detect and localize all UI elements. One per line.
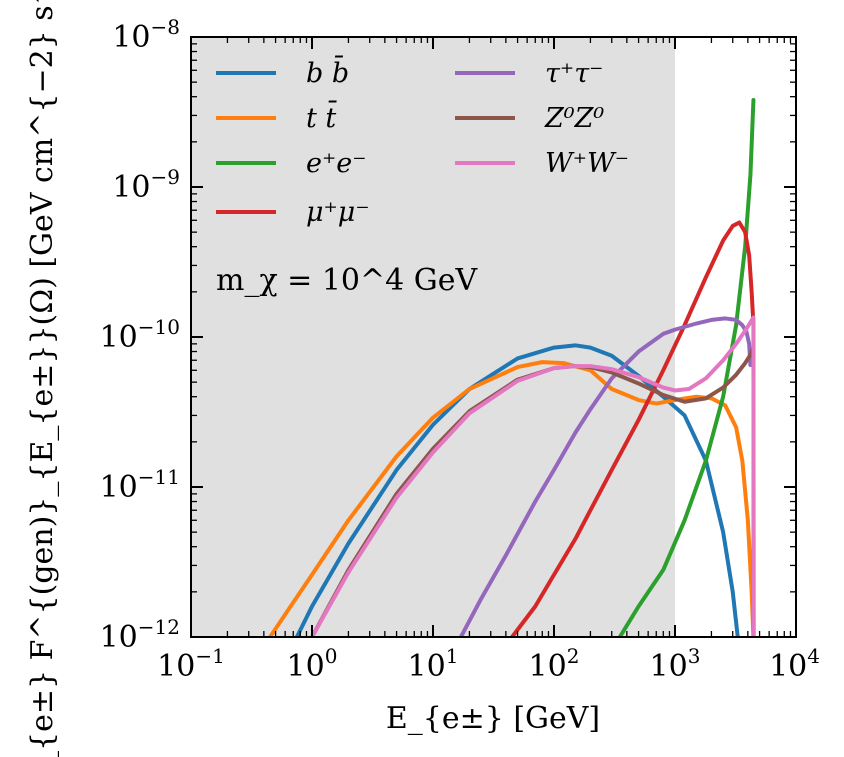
legend-label-tautau: τ⁺τ⁻ bbox=[545, 58, 603, 89]
x-tick-label: 101 bbox=[408, 644, 459, 684]
tick-layer: 10−1 100 101 102 103 104 10−12 10−11 10−10 10−9 10… bbox=[100, 15, 820, 684]
legend-label-mumu: μ⁺μ⁻ bbox=[306, 197, 370, 228]
y-axis-label: E_{e±} F^{(gen)}_{E_{e±}}(Ω) [GeV cm^{−2… bbox=[25, 0, 60, 757]
x-tick-label: 103 bbox=[650, 644, 701, 684]
y-tick-label: 10−11 bbox=[100, 465, 180, 505]
y-tick-label: 10−12 bbox=[100, 615, 180, 655]
series-line-mumu bbox=[510, 220, 756, 637]
series-line-ww bbox=[310, 315, 756, 637]
series-line-tt bbox=[268, 360, 756, 637]
legend-label-tt: t t̄ bbox=[306, 99, 338, 134]
y-tick-label: 10−9 bbox=[112, 165, 180, 205]
legend-label-bb: b b̄ bbox=[306, 54, 349, 89]
y-tick-label: 10−8 bbox=[112, 15, 180, 55]
legend-label-ee: e⁺e⁻ bbox=[306, 148, 366, 179]
legend-label-zz: Z⁰Z⁰ bbox=[544, 103, 604, 134]
plot-frame bbox=[190, 36, 797, 638]
series-line-tautau bbox=[458, 316, 753, 637]
x-tick-label: 104 bbox=[769, 644, 820, 684]
series-layer bbox=[268, 98, 756, 637]
mass-annotation: m_χ = 10^4 GeV bbox=[216, 263, 478, 298]
x-tick-label: 102 bbox=[529, 644, 580, 684]
legend: b b̄ t t̄ e⁺e⁻ μ⁺μ⁻ τ⁺τ⁻ Z⁰Z⁰ W⁺W⁻ bbox=[216, 54, 629, 228]
series-line-zz bbox=[310, 345, 756, 637]
x-axis-label: E_{e±} [GeV] bbox=[386, 701, 600, 736]
y-tick-label: 10−10 bbox=[100, 315, 180, 355]
shaded-region bbox=[191, 37, 675, 637]
x-tick-label: 100 bbox=[287, 644, 338, 684]
series-line-ee bbox=[617, 98, 756, 637]
x-tick-label: 10−1 bbox=[157, 644, 225, 684]
series-line-bb bbox=[294, 343, 740, 637]
legend-label-ww: W⁺W⁻ bbox=[545, 148, 629, 179]
